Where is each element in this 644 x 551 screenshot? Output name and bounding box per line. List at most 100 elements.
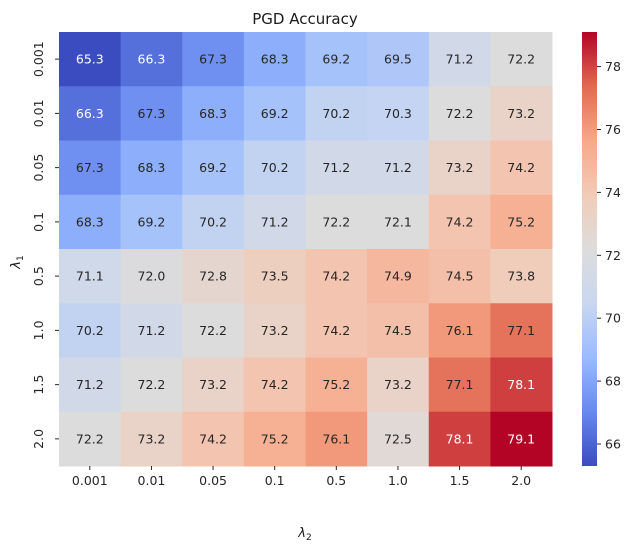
- cell-value-label: 68.3: [138, 160, 166, 175]
- heatmap-cell: [428, 86, 491, 141]
- cell-value-label: 77.1: [446, 377, 474, 392]
- cell-value-label: 73.5: [261, 269, 289, 284]
- cell-value-label: 72.1: [384, 214, 412, 229]
- heatmap-cell: [305, 249, 368, 304]
- cell-value-label: 73.2: [138, 431, 166, 446]
- cell-value-label: 73.2: [199, 377, 227, 392]
- cell-value-label: 74.2: [507, 160, 535, 175]
- cell-value-label: 68.3: [199, 106, 227, 121]
- cell-value-label: 68.3: [76, 214, 104, 229]
- cell-value-label: 73.2: [261, 323, 289, 338]
- heatmap-cell: [243, 140, 306, 196]
- heatmap-cell: [490, 357, 553, 413]
- heatmap-cell: [182, 86, 245, 141]
- heatmap-cell: [305, 357, 368, 413]
- cell-value-label: 70.2: [199, 214, 227, 229]
- heatmap-cell: [120, 249, 183, 304]
- x-tick-label: 2.0: [511, 473, 531, 488]
- heatmap-cell: [367, 357, 430, 413]
- y-tick-label: 2.0: [31, 429, 46, 449]
- heatmap-cell: [490, 194, 553, 250]
- cell-value-label: 70.2: [76, 323, 104, 338]
- x-tick-label: 0.01: [138, 473, 166, 488]
- heatmap-cell: [367, 32, 430, 87]
- cell-value-label: 73.8: [507, 269, 535, 284]
- x-tick-label: 0.5: [326, 473, 346, 488]
- cell-value-label: 71.2: [138, 323, 166, 338]
- cell-value-label: 69.2: [261, 106, 289, 121]
- colorbar-tick-label: 70: [605, 311, 621, 326]
- cell-value-label: 74.2: [322, 269, 350, 284]
- x-axis-ticks: 0.001 0.01 0.05 0.1 0.5 1.0 1.5 2.0: [72, 466, 531, 488]
- heatmap-cell: [428, 140, 491, 196]
- heatmap-cell: [243, 86, 306, 141]
- cell-value-label: 67.3: [199, 52, 227, 67]
- heatmap-cell: [182, 194, 245, 250]
- cell-value-label: 74.5: [446, 269, 474, 284]
- heatmap-cell: [243, 249, 306, 304]
- heatmap-cell: [59, 249, 122, 304]
- cell-value-label: 68.3: [261, 52, 289, 67]
- cell-value-label: 67.3: [138, 106, 166, 121]
- y-tick-label: 0.1: [31, 212, 46, 232]
- heatmap-cell: [182, 32, 245, 87]
- x-tick-label: 0.05: [199, 473, 227, 488]
- x-axis-label: λ2: [297, 526, 311, 543]
- y-tick-label: 0.001: [31, 41, 46, 77]
- cell-value-label: 69.5: [384, 52, 412, 67]
- cell-value-label: 76.1: [446, 323, 474, 338]
- y-tick-label: 1.0: [31, 320, 46, 340]
- heatmap-cell: [120, 411, 183, 467]
- heatmap-cell: [305, 32, 368, 87]
- heatmap-cell: [367, 194, 430, 250]
- cell-value-label: 74.2: [322, 323, 350, 338]
- colorbar-tick-label: 74: [605, 185, 621, 200]
- cell-value-label: 78.1: [507, 377, 535, 392]
- heatmap-cell: [428, 303, 491, 358]
- cell-value-label: 71.2: [76, 377, 104, 392]
- heatmap-cell: [428, 194, 491, 250]
- cell-value-label: 74.2: [446, 214, 474, 229]
- cell-value-label: 72.2: [446, 106, 474, 121]
- cell-value-label: 66.3: [138, 52, 166, 67]
- heatmap-cell: [490, 140, 553, 196]
- heatmap-cell: [182, 357, 245, 413]
- heatmap-cell: [305, 194, 368, 250]
- heatmap-cell: [305, 86, 368, 141]
- heatmap-cell: [428, 249, 491, 304]
- colorbar-tick-label: 78: [605, 59, 621, 74]
- cell-value-label: 72.2: [76, 431, 104, 446]
- heatmap-cell: [59, 411, 122, 467]
- cell-value-label: 77.1: [507, 323, 535, 338]
- heatmap-cell: [182, 303, 245, 358]
- cell-value-label: 78.1: [446, 431, 474, 446]
- x-tick-label: 1.0: [388, 473, 408, 488]
- cell-value-label: 72.2: [138, 377, 166, 392]
- cell-value-label: 69.2: [322, 52, 350, 67]
- y-axis-ticks: 0.001 0.01 0.05 0.1 0.5 1.0 1.5 2.0: [31, 41, 59, 449]
- cell-value-label: 71.2: [384, 160, 412, 175]
- cell-value-label: 70.2: [261, 160, 289, 175]
- heatmap-cell: [120, 140, 183, 196]
- heatmap-cell: [243, 357, 306, 413]
- heatmap-cell: [490, 86, 553, 141]
- cell-value-label: 72.5: [384, 431, 412, 446]
- heatmap-cell: [428, 411, 491, 467]
- heatmap-cell: [243, 32, 306, 87]
- heatmap-cell: [305, 411, 368, 467]
- heatmap-cell: [182, 411, 245, 467]
- y-tick-label: 0.05: [31, 154, 46, 182]
- heatmap-cell: [305, 303, 368, 358]
- cell-value-label: 73.2: [446, 160, 474, 175]
- heatmap-cell: [59, 194, 122, 250]
- x-tick-label: 1.5: [450, 473, 470, 488]
- heatmap-cell: [243, 411, 306, 467]
- chart-title: PGD Accuracy: [252, 10, 358, 28]
- cell-value-label: 71.1: [76, 269, 104, 284]
- heatmap-cell: [490, 411, 553, 467]
- heatmap-cell: [490, 32, 553, 87]
- y-axis-label: λ1: [9, 255, 26, 269]
- cell-value-label: 71.2: [261, 214, 289, 229]
- heatmap-cell: [490, 303, 553, 358]
- cell-value-label: 72.0: [138, 269, 166, 284]
